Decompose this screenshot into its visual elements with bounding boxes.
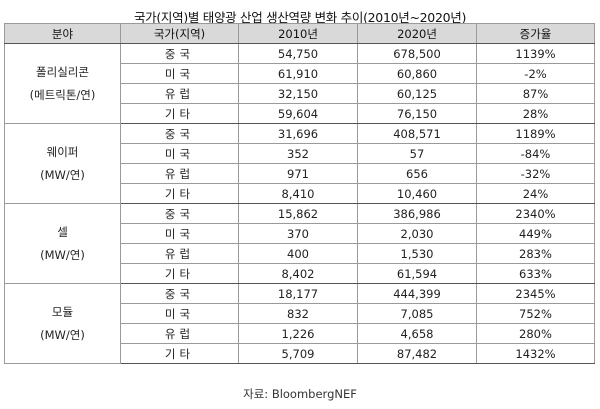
value-2020-cell: 656	[357, 163, 477, 184]
table-row: 기타 8,410 10,460 24%	[5, 183, 595, 204]
table-row: 기타 8,402 61,594 633%	[5, 263, 595, 284]
sector-name: 모듈	[51, 304, 74, 319]
growth-rate-cell: 752%	[476, 303, 595, 324]
value-2020-cell: 10,460	[357, 183, 477, 204]
table-row: 미국 61,910 60,860 -2%	[5, 63, 595, 84]
country-cell: 기타	[120, 263, 239, 284]
header-2010: 2010년	[238, 23, 358, 44]
value-2010-cell: 352	[238, 143, 358, 164]
growth-rate-cell: 24%	[476, 183, 595, 204]
growth-rate-cell: 2345%	[476, 283, 595, 304]
table-row: 유럽 971 656 -32%	[5, 163, 595, 184]
value-2010-cell: 400	[238, 243, 358, 264]
value-2010-cell: 971	[238, 163, 358, 184]
value-2020-cell: 87,482	[357, 343, 477, 364]
growth-rate-cell: -32%	[476, 163, 595, 184]
value-2020-cell: 60,860	[357, 63, 477, 84]
country-cell: 중국	[120, 123, 239, 144]
growth-rate-cell: 1432%	[476, 343, 595, 364]
country-cell: 미국	[120, 143, 239, 164]
table-title: 국가(지역)별 태양광 산업 생산역량 변화 추이(2010년~2020년)	[133, 10, 467, 25]
table-row: 유럽 1,226 4,658 280%	[5, 323, 595, 344]
header-2020: 2020년	[357, 23, 477, 44]
growth-rate-cell: 2340%	[476, 203, 595, 224]
growth-rate-cell: 1189%	[476, 123, 595, 144]
country-cell: 기타	[120, 103, 239, 124]
value-2010-cell: 59,604	[238, 103, 358, 124]
value-2010-cell: 54,750	[238, 43, 358, 64]
value-2010-cell: 832	[238, 303, 358, 324]
growth-rate-cell: 449%	[476, 223, 595, 244]
country-cell: 중국	[120, 43, 239, 64]
value-2010-cell: 15,862	[238, 203, 358, 224]
value-2010-cell: 370	[238, 223, 358, 244]
table-row: 웨이퍼 (MW/연) 중국 31,696 408,571 1189%	[4, 123, 595, 204]
source-note: 자료: BloombergNEF	[243, 387, 357, 401]
country-cell: 유럽	[120, 243, 239, 264]
sector-cell: 웨이퍼 (MW/연)	[4, 123, 121, 204]
country-cell: 미국	[120, 63, 239, 84]
value-2010-cell: 31,696	[238, 123, 358, 144]
table-row: 폴리실리콘 (메트릭톤/연) 중국 54,750 678,500 1139%	[4, 43, 595, 124]
table-row: 모듈 (MW/연) 중국 18,177 444,399 2345%	[4, 283, 595, 364]
sector-cell: 폴리실리콘 (메트릭톤/연)	[4, 43, 121, 124]
header-growth-rate: 증가율	[476, 23, 595, 44]
country-cell: 중국	[120, 283, 239, 304]
country-cell: 기타	[120, 343, 239, 364]
country-cell: 기타	[120, 183, 239, 204]
value-2020-cell: 408,571	[357, 123, 477, 144]
value-2020-cell: 1,530	[357, 243, 477, 264]
value-2020-cell: 386,986	[357, 203, 477, 224]
header-country: 국가(지역)	[120, 23, 239, 44]
country-cell: 유럽	[120, 83, 239, 104]
value-2020-cell: 7,085	[357, 303, 477, 324]
table-body: 폴리실리콘 (메트릭톤/연) 중국 54,750 678,500 1139% 미국 61,91…	[4, 43, 595, 364]
growth-rate-cell: 1139%	[476, 43, 595, 64]
sector-unit: (MW/연)	[40, 327, 85, 342]
value-2020-cell: 2,030	[357, 223, 477, 244]
growth-rate-cell: 283%	[476, 243, 595, 264]
table-row: 미국 352 57 -84%	[5, 143, 595, 164]
value-2010-cell: 8,410	[238, 183, 358, 204]
sector-name: 셀	[57, 224, 68, 239]
value-2010-cell: 61,910	[238, 63, 358, 84]
sector-unit: (메트릭톤/연)	[29, 87, 96, 102]
table-row: 기타 5,709 87,482 1432%	[5, 343, 595, 364]
value-2020-cell: 444,399	[357, 283, 477, 304]
value-2010-cell: 18,177	[238, 283, 358, 304]
growth-rate-cell: 28%	[476, 103, 595, 124]
value-2010-cell: 1,226	[238, 323, 358, 344]
country-cell: 유럽	[120, 323, 239, 344]
header-row: 분야 국가(지역) 2010년 2020년 증가율	[4, 23, 595, 44]
country-cell: 미국	[120, 303, 239, 324]
value-2020-cell: 57	[357, 143, 477, 164]
table-row: 기타 59,604 76,150 28%	[5, 103, 595, 124]
sector-unit: (MW/연)	[40, 167, 85, 182]
growth-rate-cell: -2%	[476, 63, 595, 84]
table-row: 셀 (MW/연) 중국 15,862 386,986 2340%	[4, 203, 595, 284]
sector-unit: (MW/연)	[40, 247, 85, 262]
country-cell: 유럽	[120, 163, 239, 184]
value-2010-cell: 5,709	[238, 343, 358, 364]
sector-name: 폴리실리콘	[36, 64, 89, 79]
sector-cell: 모듈 (MW/연)	[4, 283, 121, 364]
sector-name: 웨이퍼	[46, 144, 79, 159]
header-sector: 분야	[4, 23, 121, 44]
growth-rate-cell: 87%	[476, 83, 595, 104]
value-2020-cell: 4,658	[357, 323, 477, 344]
growth-rate-cell: -84%	[476, 143, 595, 164]
country-cell: 중국	[120, 203, 239, 224]
value-2020-cell: 60,125	[357, 83, 477, 104]
value-2020-cell: 61,594	[357, 263, 477, 284]
country-cell: 미국	[120, 223, 239, 244]
sector-cell: 셀 (MW/연)	[4, 203, 121, 284]
value-2010-cell: 8,402	[238, 263, 358, 284]
value-2010-cell: 32,150	[238, 83, 358, 104]
value-2020-cell: 678,500	[357, 43, 477, 64]
growth-rate-cell: 280%	[476, 323, 595, 344]
growth-rate-cell: 633%	[476, 263, 595, 284]
production-capacity-table: 분야 국가(지역) 2010년 2020년 증가율 폴리실리콘 (메트릭톤/연) 중…	[4, 23, 595, 364]
value-2020-cell: 76,150	[357, 103, 477, 124]
table-row: 미국 832 7,085 752%	[5, 303, 595, 324]
